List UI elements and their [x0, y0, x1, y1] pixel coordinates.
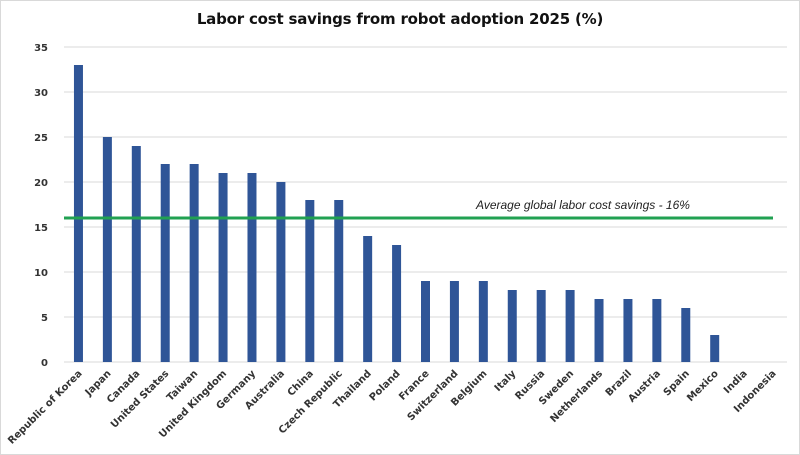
bar	[565, 290, 575, 362]
y-tick-label: 10	[34, 268, 48, 279]
y-tick-label: 5	[41, 313, 48, 324]
bar	[247, 173, 257, 362]
bar	[594, 299, 604, 362]
x-tick-label: Mexico	[685, 368, 721, 404]
bar	[478, 281, 488, 362]
bar	[189, 164, 199, 362]
bar	[102, 137, 112, 362]
x-tick-label: Poland	[368, 368, 403, 403]
y-tick-label: 20	[34, 178, 48, 189]
bar	[536, 290, 546, 362]
y-tick-label: 35	[34, 43, 48, 54]
bar	[363, 236, 373, 362]
bar	[131, 146, 141, 362]
y-tick-label: 15	[34, 223, 48, 234]
x-tick-label: Switzerland	[406, 368, 461, 423]
y-axis-ticks: 0 5 10 15 20 25 30 35	[34, 43, 48, 369]
bar	[160, 164, 170, 362]
x-tick-label: India	[722, 368, 750, 396]
bar	[334, 200, 344, 362]
bars	[73, 65, 720, 362]
reference-line-group: Average global labor cost savings - 16%	[64, 198, 773, 220]
x-tick-label: Netherlands	[548, 368, 605, 425]
gridlines	[64, 46, 787, 363]
bar	[652, 299, 662, 362]
bar	[276, 182, 286, 362]
average-annotation: Average global labor cost savings - 16%	[475, 198, 690, 212]
bar	[218, 173, 228, 362]
bar	[421, 281, 430, 362]
bar	[681, 308, 691, 362]
x-tick-label: Italy	[493, 368, 519, 394]
bar	[449, 281, 459, 362]
chart-title: Labor cost savings from robot adoption 2…	[196, 10, 604, 28]
bar	[392, 245, 402, 362]
bar	[507, 290, 517, 362]
x-tick-label: Austria	[626, 368, 663, 405]
y-tick-label: 30	[34, 88, 48, 99]
bar	[73, 65, 83, 362]
bar	[305, 200, 315, 362]
y-tick-label: 25	[34, 133, 48, 144]
bar	[710, 335, 720, 362]
x-tick-label: Republic of Korea	[6, 368, 84, 446]
y-tick-label: 0	[41, 358, 48, 369]
bar	[623, 299, 633, 362]
